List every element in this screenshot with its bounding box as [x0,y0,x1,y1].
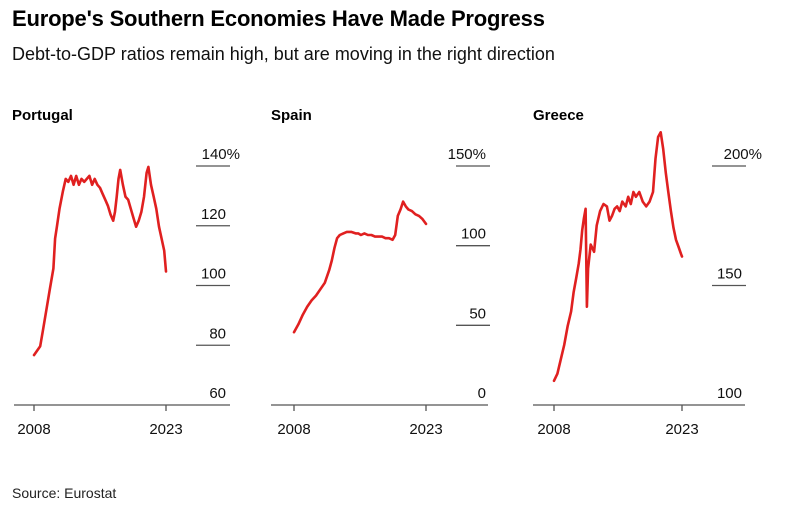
portugal-debt-line [32,165,168,357]
greece-debt-line [552,131,684,383]
spain-debt-line [292,200,428,334]
source-note: Source: Eurostat [12,485,117,501]
portugal-y-tick-label: 60 [209,385,226,402]
greece-y-tick-label: 150 [717,266,742,283]
chart-subtitle: Debt-to-GDP ratios remain high, but are … [12,44,555,64]
portugal-y-tick-label: 100 [201,266,226,283]
portugal-y-tick-label: 80 [209,325,226,342]
portugal-y-tick-label: 120 [201,206,226,223]
spain-x-tick-label: 2023 [409,421,442,438]
greece-y-tick-label: 100 [717,385,742,402]
portugal-x-tick-label: 2023 [149,421,182,438]
greece-y-tick-label: 200% [724,146,762,163]
spain-y-tick-label: 100 [461,226,486,243]
portugal-panel-title: Portugal [12,107,73,124]
spain-x-tick-label: 2008 [277,421,310,438]
portugal-x-tick-label: 2008 [17,421,50,438]
spain-y-tick-label: 50 [469,305,486,322]
portugal-y-tick-label: 140% [202,146,240,163]
spain-y-tick-label: 0 [478,385,486,402]
greece-x-tick-label: 2008 [537,421,570,438]
spain-panel-title: Spain [271,107,312,124]
greece-panel-title: Greece [533,107,584,124]
greece-x-tick-label: 2023 [665,421,698,438]
chart-title: Europe's Southern Economies Have Made Pr… [12,6,545,31]
spain-y-tick-label: 150% [448,146,486,163]
